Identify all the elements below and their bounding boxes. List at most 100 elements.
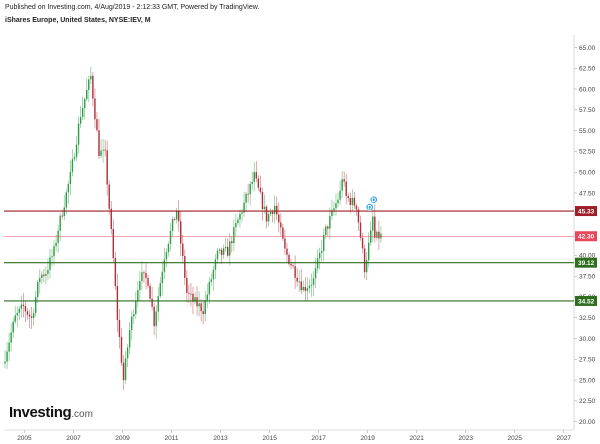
candle-up xyxy=(241,212,243,214)
candle-down xyxy=(282,227,284,239)
candle-down xyxy=(188,292,190,294)
x-tick-label: 2017 xyxy=(311,435,326,442)
candle-up xyxy=(329,216,331,229)
dividend-event-icon[interactable] xyxy=(365,203,374,212)
x-tick-label: 2021 xyxy=(409,435,424,442)
candle-down xyxy=(355,205,358,210)
candle-up xyxy=(49,257,51,270)
candle-down xyxy=(180,221,182,244)
candle-up xyxy=(210,279,213,282)
candle-up xyxy=(4,361,6,364)
candle-up xyxy=(206,294,208,301)
candle-down xyxy=(292,265,294,267)
level-badge xyxy=(575,231,597,242)
candle-down xyxy=(257,178,260,188)
candle-down xyxy=(296,277,298,282)
candle-up xyxy=(222,248,225,255)
y-tick-label: 60.00 xyxy=(579,86,596,93)
candle-up xyxy=(337,199,339,204)
y-tick-label: 50.00 xyxy=(579,170,596,177)
candle-down xyxy=(143,272,145,274)
candle-up xyxy=(10,332,12,343)
candle-up xyxy=(310,284,313,286)
candle-down xyxy=(43,274,45,276)
logo-main: Investing xyxy=(9,404,72,421)
candle-down xyxy=(255,172,258,179)
candle-up xyxy=(128,329,131,348)
y-tick-label: 32.50 xyxy=(579,315,596,322)
candle-up xyxy=(90,75,92,80)
candle-down xyxy=(120,336,123,363)
candle-down xyxy=(280,222,282,228)
level-badge-label: 39.12 xyxy=(578,260,595,267)
candle-up xyxy=(102,149,104,151)
candle-down xyxy=(94,98,96,120)
event-label: D xyxy=(367,204,372,211)
candle-down xyxy=(284,238,286,249)
candle-down xyxy=(278,214,280,223)
candle-up xyxy=(212,269,215,280)
candle-up xyxy=(171,219,174,231)
candle-up xyxy=(126,347,129,359)
candle-up xyxy=(69,171,72,185)
x-tick-label: 2023 xyxy=(458,435,473,442)
candle-down xyxy=(231,241,233,244)
x-tick-label: 2013 xyxy=(213,435,228,442)
candle-up xyxy=(51,256,53,258)
candle-down xyxy=(145,272,147,279)
candle-up xyxy=(267,214,270,222)
candle-down xyxy=(294,266,296,278)
candle-up xyxy=(55,242,57,247)
candle-down xyxy=(96,119,98,131)
candle-down xyxy=(357,209,360,223)
candle-up xyxy=(335,203,337,209)
candle-up xyxy=(65,192,68,208)
x-tick-label: 2027 xyxy=(557,435,572,442)
chart-title: iShares Europe, United States, NYSE:IEV,… xyxy=(5,17,151,24)
candle-down xyxy=(347,195,349,198)
candle-up xyxy=(316,258,319,269)
candle-down xyxy=(92,75,94,99)
y-tick-label: 47.50 xyxy=(579,190,596,197)
level-badge-label: 45.33 xyxy=(578,208,595,215)
candle-up xyxy=(175,210,178,220)
candle-down xyxy=(26,311,29,315)
candle-down xyxy=(186,277,188,293)
candle-up xyxy=(36,281,39,298)
candle-up xyxy=(155,311,157,327)
candle-up xyxy=(41,274,43,278)
level-badge-label: 34.52 xyxy=(578,298,595,305)
x-tick-label: 2025 xyxy=(508,435,523,442)
candle-up xyxy=(253,172,255,182)
candle-down xyxy=(28,314,31,317)
candle-down xyxy=(108,184,110,209)
logo-suffix: .com xyxy=(71,409,93,420)
candle-up xyxy=(331,210,333,217)
candle-down xyxy=(22,304,25,307)
candle-down xyxy=(259,187,262,192)
level-badge-label: 42.30 xyxy=(578,234,595,241)
candle-up xyxy=(139,281,141,291)
candle-down xyxy=(98,130,100,156)
candle-up xyxy=(308,285,311,289)
candle-up xyxy=(216,250,219,260)
candle-up xyxy=(34,297,37,314)
candle-up xyxy=(235,223,237,228)
candle-down xyxy=(271,211,274,214)
candle-up xyxy=(165,252,168,260)
candle-down xyxy=(345,181,347,196)
y-tick-label: 20.00 xyxy=(579,419,596,426)
dividend-event-icon[interactable] xyxy=(369,195,378,204)
candle-up xyxy=(320,250,323,253)
candle-down xyxy=(343,179,345,182)
candle-up xyxy=(67,184,70,193)
x-tick-label: 2011 xyxy=(165,435,179,442)
candle-up xyxy=(39,277,41,282)
candle-up xyxy=(306,288,309,291)
investing-logo: Investing.com xyxy=(9,404,93,421)
candle-down xyxy=(202,311,204,315)
candle-down xyxy=(30,316,33,318)
candle-up xyxy=(47,269,49,274)
